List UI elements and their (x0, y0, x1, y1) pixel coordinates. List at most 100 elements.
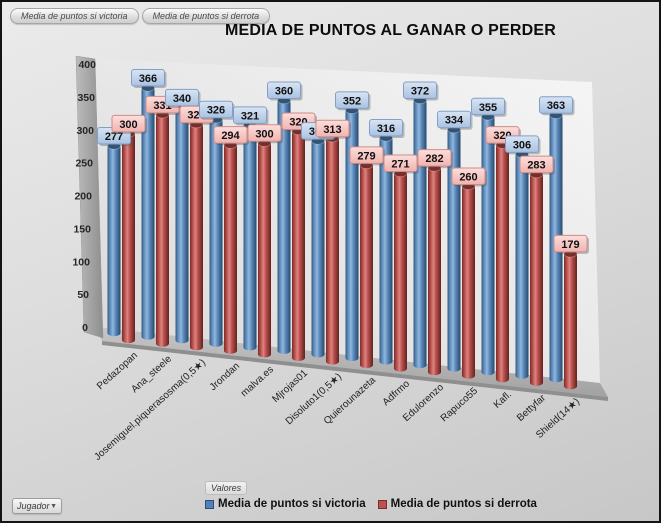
value-label-derrota: 179 (553, 234, 589, 254)
value-label-victoria: 352 (335, 91, 371, 111)
svg-text:363: 363 (547, 100, 565, 112)
value-label-victoria: 360 (267, 81, 303, 101)
value-label-victoria: 316 (369, 118, 405, 138)
svg-text:355: 355 (479, 102, 497, 114)
value-label-victoria: 306 (505, 135, 541, 155)
bar-victoria-quierounazeta[interactable] (345, 106, 359, 362)
plot-floor (95, 327, 608, 397)
bar-derrota-quierounazeta[interactable] (359, 161, 374, 369)
svg-text:294: 294 (221, 130, 240, 142)
plot-floor-edge (102, 341, 608, 401)
value-label-derrota: 300 (247, 124, 283, 144)
bar-victoria-josemiguel-piquerasosma-0-5-[interactable] (175, 104, 189, 344)
bar-derrota-kafl-[interactable] (495, 141, 510, 383)
svg-text:313: 313 (323, 124, 341, 136)
bar-derrota-ana-steele[interactable] (155, 111, 170, 347)
svg-text:300: 300 (119, 119, 137, 131)
bar-derrota-pedazopan[interactable] (121, 130, 136, 344)
bar-derrota-disoluto1-0-5-[interactable] (325, 135, 340, 365)
bar-victoria-malva-es[interactable] (243, 121, 257, 351)
bar-derrota-edulorenzo[interactable] (427, 164, 442, 376)
value-label-victoria: 321 (233, 106, 269, 126)
value-label-derrota: 313 (315, 119, 351, 139)
value-label-victoria: 334 (437, 110, 473, 130)
value-label-victoria: 366 (131, 69, 167, 89)
svg-text:321: 321 (241, 110, 259, 122)
svg-text:372: 372 (411, 85, 429, 97)
svg-text:277: 277 (105, 131, 123, 143)
bar-victoria-jrondan[interactable] (209, 116, 223, 347)
svg-text:340: 340 (173, 93, 191, 105)
bar-derrota-jrondan[interactable] (223, 141, 238, 354)
value-label-victoria: 372 (403, 81, 439, 101)
svg-text:300: 300 (255, 128, 273, 140)
value-label-derrota: 282 (417, 149, 453, 169)
bar-derrota-shield-14-[interactable] (563, 250, 578, 390)
value-label-derrota: 283 (519, 155, 555, 175)
derrota-swatch-icon (377, 499, 387, 509)
y-axis-tick: 0 (82, 322, 88, 334)
player-dropdown-label: Jugador (17, 501, 50, 511)
legend-group-button[interactable]: Valores (205, 481, 248, 495)
svg-text:334: 334 (445, 115, 464, 127)
y-axis-tick: 250 (75, 158, 93, 170)
value-label-derrota: 271 (383, 154, 419, 174)
y-axis-tick: 200 (74, 191, 92, 203)
svg-text:366: 366 (139, 73, 157, 85)
x-category-label: Rapuco55 (439, 385, 481, 424)
bar-derrota-mjrojas01[interactable] (291, 127, 306, 361)
legend-item-derrota[interactable]: Media de puntos si derrota (377, 498, 537, 510)
svg-text:283: 283 (527, 160, 545, 172)
bar-victoria-ana-steele[interactable] (141, 84, 155, 340)
svg-text:326: 326 (207, 105, 225, 117)
bar-derrota-malva-es[interactable] (257, 139, 272, 358)
legend-label-victoria: Media de puntos si victoria (218, 498, 366, 510)
svg-text:316: 316 (377, 123, 395, 135)
value-label-derrota: 279 (349, 146, 385, 166)
bar-victoria-bettyfar[interactable] (515, 150, 529, 379)
x-category-label: Kafl. (492, 389, 514, 411)
y-axis-tick: 400 (78, 59, 96, 71)
field-button-victoria[interactable]: Media de puntos si victoria (10, 8, 139, 24)
bar-derrota-rapuco55[interactable] (461, 182, 476, 379)
svg-text:306: 306 (513, 139, 531, 151)
value-label-derrota: 260 (451, 167, 487, 187)
bar-victoria-edulorenzo[interactable] (413, 96, 427, 369)
field-button-derrota[interactable]: Media de puntos si derrota (141, 8, 271, 24)
bar-victoria-disoluto1-0-5-[interactable] (311, 137, 325, 358)
legend-label-derrota: Media de puntos si derrota (390, 498, 537, 510)
value-label-derrota: 294 (213, 126, 249, 146)
plot-left-wall (75, 55, 104, 339)
svg-text:271: 271 (391, 159, 409, 171)
bar-derrota-adfrmo[interactable] (393, 170, 408, 372)
x-category-label: Jrondan (208, 361, 242, 393)
bar-victoria-kafl-[interactable] (481, 113, 495, 376)
svg-text:360: 360 (275, 86, 293, 98)
value-label-victoria: 340 (165, 88, 201, 108)
value-label-derrota: 300 (111, 114, 147, 134)
y-axis-tick: 100 (72, 256, 90, 268)
bar-derrota-bettyfar[interactable] (529, 171, 544, 386)
legend-item-victoria[interactable]: Media de puntos si victoria (205, 498, 366, 510)
svg-text:352: 352 (343, 95, 361, 107)
chart-legend: Media de puntos si victoria Media de pun… (205, 498, 537, 510)
chart-title: MEDIA DE PUNTOS AL GANAR O PERDER (224, 22, 557, 39)
bar-victoria-mjrojas01[interactable] (277, 97, 291, 354)
y-axis-tick: 350 (77, 92, 95, 104)
x-category-label: Bettyfar (515, 392, 548, 424)
value-label-victoria: 355 (471, 97, 507, 117)
svg-text:179: 179 (561, 239, 579, 251)
y-axis-tick: 150 (73, 223, 91, 235)
value-label-victoria: 326 (199, 100, 235, 120)
victoria-swatch-icon (205, 499, 214, 509)
x-category-label: Adfrmo (381, 378, 413, 408)
bar-derrota-josemiguel-piquerasosma-0-5-[interactable] (189, 121, 204, 351)
player-dropdown[interactable]: Jugador ▼ (12, 498, 62, 514)
value-label-victoria: 363 (539, 96, 575, 116)
y-axis-tick: 300 (76, 125, 94, 137)
svg-text:282: 282 (425, 153, 443, 165)
bar-victoria-pedazopan[interactable] (107, 142, 121, 337)
svg-text:260: 260 (459, 171, 477, 183)
